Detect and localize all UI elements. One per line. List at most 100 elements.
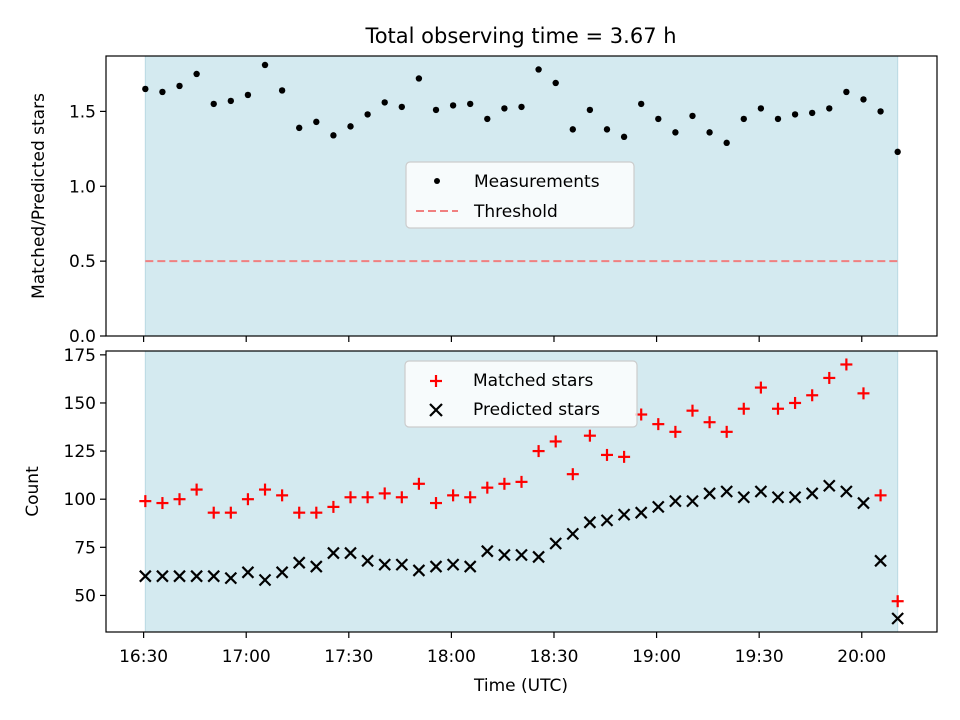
- predicted-star-point: [515, 548, 528, 562]
- predicted-star-point: [173, 569, 186, 583]
- matched-star-point: [823, 371, 836, 384]
- legend-marker-measurements: [434, 178, 440, 184]
- ratio-y-ticks: 0.0 0.5 1.0 1.5: [69, 102, 106, 347]
- matched-star-point: [566, 468, 579, 481]
- matched-star-point: [891, 595, 904, 608]
- predicted-star-point: [532, 550, 545, 564]
- matched-star-point: [737, 402, 750, 415]
- measurement-point: [193, 70, 200, 78]
- predicted-star-point: [600, 514, 614, 527]
- legend-label-measurements: Measurements: [474, 172, 600, 192]
- matched-star-point: [207, 506, 220, 519]
- y-tick-label: 150: [64, 394, 96, 414]
- matched-star-point: [464, 491, 477, 504]
- matched-star-point: [789, 396, 802, 409]
- predicted-star-point: [617, 508, 631, 521]
- matched-star-point: [395, 491, 408, 504]
- matched-star-point: [498, 477, 511, 490]
- predicted-star-point: [292, 556, 306, 569]
- measurement-point: [432, 106, 440, 114]
- matched-star-point: [412, 477, 425, 490]
- measurement-point: [176, 82, 183, 90]
- measurement-point: [142, 85, 149, 93]
- predicted-star-point: [241, 566, 255, 579]
- measurement-point: [826, 105, 833, 112]
- count-y-ticks: 50 75 100 125 150 175: [64, 346, 106, 606]
- measurement-point: [313, 118, 320, 126]
- measurement-point: [381, 99, 388, 106]
- measurement-point: [637, 100, 645, 108]
- measurement-point: [689, 112, 696, 120]
- measurement-point: [415, 75, 423, 82]
- matched-star-point: [754, 381, 767, 394]
- matched-star-point: [190, 483, 203, 496]
- measurement-point: [398, 103, 406, 111]
- measurement-point: [261, 61, 269, 69]
- predicted-star-point: [857, 496, 870, 510]
- measurement-point: [467, 100, 474, 108]
- predicted-star-point: [754, 485, 768, 498]
- count-plot-frame: [105, 350, 938, 633]
- matched-star-point: [618, 450, 631, 463]
- count-y-axis-label: Count: [23, 466, 43, 517]
- measurement-point: [672, 129, 679, 136]
- predicted-star-point: [395, 558, 409, 571]
- predicted-star-point: [275, 566, 289, 579]
- x-axis-label: Time (UTC): [473, 676, 568, 696]
- measurement-point: [501, 105, 508, 112]
- predicted-star-point: [481, 544, 494, 558]
- matched-star-point: [600, 448, 613, 461]
- chart-title: Total observing time = 3.67 h: [364, 24, 676, 48]
- measurement-point: [159, 88, 166, 96]
- x-tick-label: 19:30: [735, 647, 784, 667]
- x-tick-label: 16:30: [119, 647, 168, 667]
- predicted-star-point: [805, 487, 819, 500]
- predicted-star-point: [429, 560, 443, 573]
- matched-star-point: [327, 500, 340, 513]
- predicted-star-point: [634, 506, 648, 519]
- predicted-star-point: [378, 558, 391, 571]
- measurement-point: [449, 102, 457, 109]
- matched-star-point: [720, 425, 733, 438]
- predicted-star-point: [737, 490, 751, 504]
- x-tick-label: 19:00: [632, 647, 681, 667]
- legend-label-predicted: Predicted stars: [473, 400, 600, 420]
- measurement-point: [774, 115, 782, 123]
- predicted-star-point: [446, 558, 460, 571]
- matched-star-point: [139, 495, 152, 508]
- measurement-point: [843, 88, 850, 96]
- measurement-point: [791, 111, 799, 118]
- predicted-star-point: [652, 500, 665, 514]
- predicted-star-point: [822, 479, 836, 493]
- measurement-point: [569, 126, 576, 133]
- count-points: [139, 358, 904, 625]
- predicted-star-point: [840, 485, 853, 498]
- matched-star-point: [447, 489, 460, 502]
- measurement-point: [740, 115, 747, 123]
- predicted-star-point: [327, 546, 340, 560]
- y-tick-label: 1.5: [69, 102, 96, 122]
- matched-star-point: [310, 506, 323, 519]
- predicted-star-point: [874, 554, 887, 568]
- ratio-y-axis-label: Matched/Predicted stars: [29, 93, 49, 299]
- measurement-point: [877, 108, 884, 115]
- matched-star-point: [874, 489, 887, 502]
- measurement-point: [757, 105, 765, 112]
- matched-star-point: [771, 402, 784, 415]
- predicted-star-point: [771, 490, 785, 504]
- predicted-star-point: [224, 571, 238, 585]
- matched-star-point: [378, 487, 391, 500]
- matched-star-point: [532, 445, 545, 458]
- predicted-star-point: [669, 494, 682, 508]
- x-tick-label: 17:00: [222, 647, 271, 667]
- count-panel: 50 75 100 125 150 175 16:30 17:00 17:30 18:00 18:…: [23, 346, 938, 696]
- measurement-point: [484, 115, 491, 123]
- measurement-point: [518, 103, 525, 111]
- matched-star-point: [669, 425, 682, 438]
- predicted-star-point: [566, 527, 580, 541]
- y-tick-label: 0.0: [69, 327, 96, 347]
- predicted-star-point: [463, 560, 477, 573]
- matched-star-point: [430, 497, 443, 510]
- measurement-point: [603, 126, 611, 133]
- matched-star-point: [276, 489, 289, 502]
